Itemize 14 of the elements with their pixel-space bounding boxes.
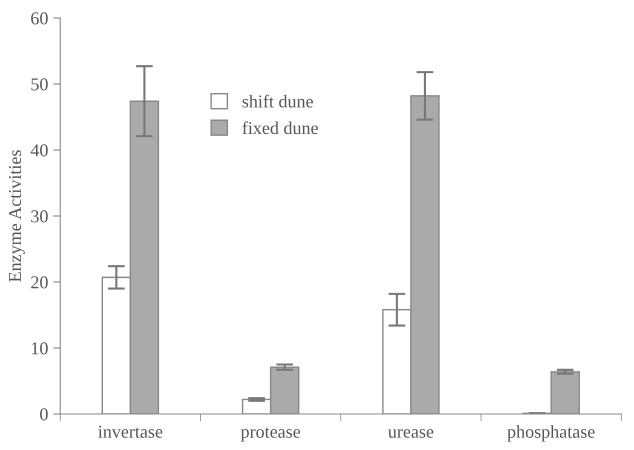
y-axis-title: Enzyme Activities: [8, 150, 25, 282]
y-tick-label: 40: [30, 144, 48, 156]
x-tick-label: protease: [240, 427, 300, 442]
y-tick-label: 10: [32, 342, 48, 354]
y-tick-label: 30: [31, 210, 48, 222]
x-tick-label: urease: [388, 429, 434, 438]
y-tick-label: 50: [31, 78, 48, 90]
y-tick-label: 20: [31, 276, 48, 288]
y-tick-label: 0: [40, 408, 48, 420]
x-tick-label: invertase: [98, 426, 162, 438]
legend-label: shift dune: [242, 94, 313, 108]
legend-label: fixed dune: [242, 121, 318, 134]
x-tick-label: phosphatase: [507, 425, 595, 442]
y-tick-label: 60: [31, 12, 48, 24]
